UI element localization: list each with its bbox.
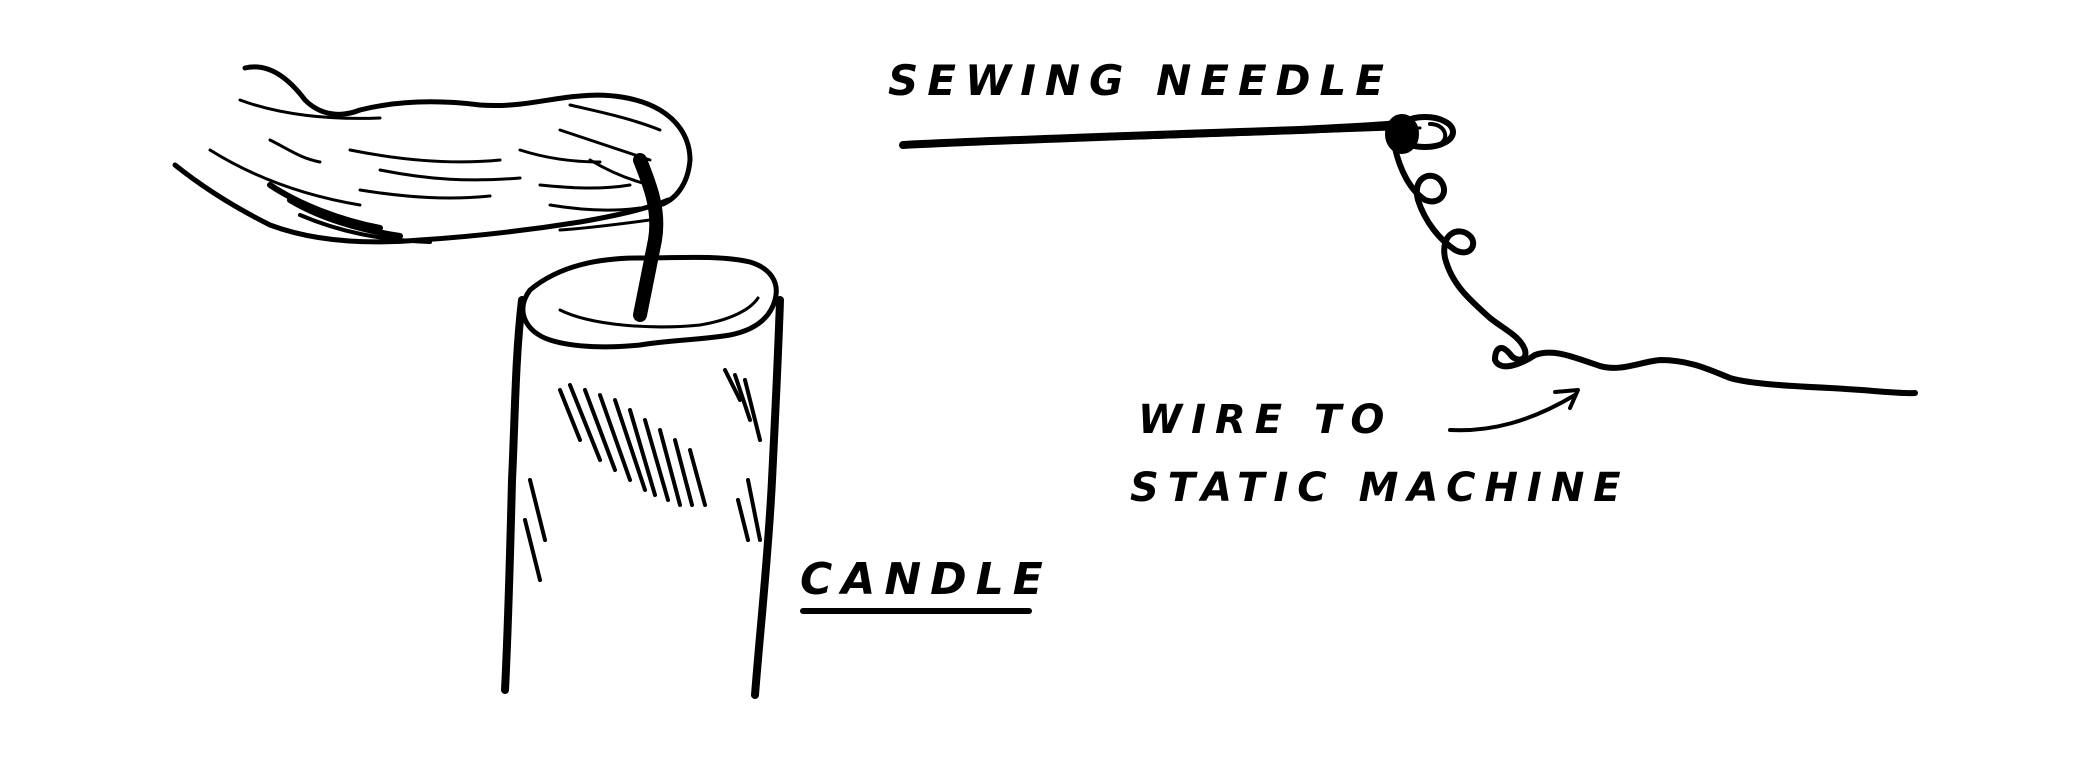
candle-label-underline xyxy=(800,608,1032,614)
label-sewing-needle: SEWING NEEDLE xyxy=(888,56,1393,105)
candle-wick xyxy=(633,153,664,322)
pointer-arrow xyxy=(1448,388,1580,433)
candle xyxy=(501,254,784,699)
sewing-needle xyxy=(899,114,1456,154)
label-wire-line-1: WIRE TO xyxy=(1138,397,1394,443)
label-candle: CANDLE xyxy=(800,554,1052,605)
smoke-plume xyxy=(172,64,693,245)
label-wire-line-2: STATIC MACHINE xyxy=(1130,465,1630,511)
wire xyxy=(1392,145,1918,397)
